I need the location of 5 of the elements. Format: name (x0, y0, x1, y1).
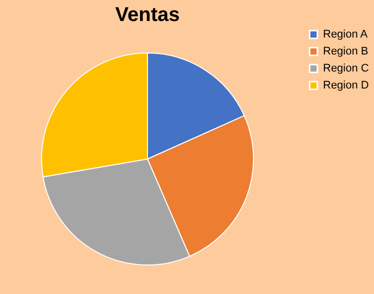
legend-label: Region A (323, 28, 368, 40)
legend-label: Region B (323, 46, 368, 58)
chart-title: Ventas (115, 4, 180, 26)
legend-label: Region C (323, 62, 369, 74)
legend-label: Region D (323, 80, 369, 92)
